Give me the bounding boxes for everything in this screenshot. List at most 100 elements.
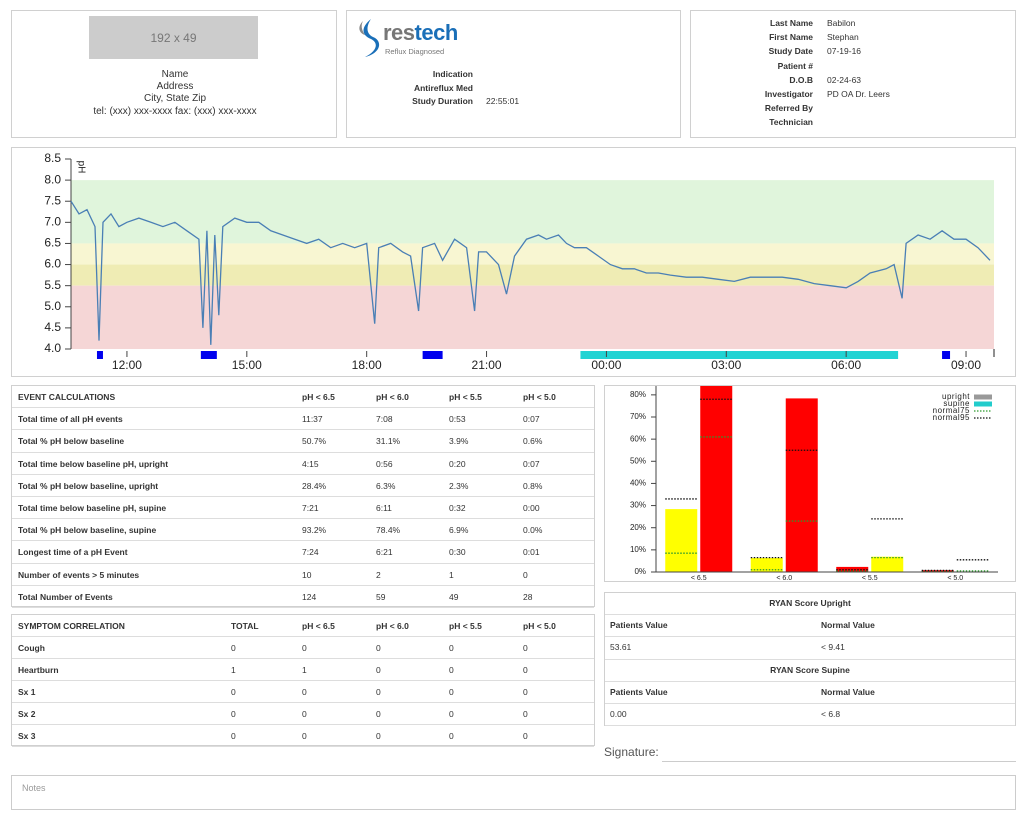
y-tick-label: 6.0 — [44, 257, 61, 271]
y-tick-label: 6.5 — [44, 236, 61, 250]
ph-chart-panel: 4.0 4.5 5.0 5.5 6.0 6.5 7.0 7.5 8.0 8.5 pH 12:00 15:… — [11, 147, 1016, 377]
table-cell: 0 — [231, 709, 236, 719]
address-line: Address — [156, 81, 194, 93]
notes-box[interactable]: Notes — [11, 775, 1016, 810]
table-cell: Longest time of a pH Event — [18, 547, 128, 558]
x-tick-label: 09:00 — [951, 358, 981, 372]
field-label: Study Date — [768, 46, 813, 57]
signature-line[interactable] — [662, 761, 1016, 762]
table-row: Total time below baseline pH, supine 7:21… — [12, 497, 594, 520]
field-label: Study Duration — [412, 96, 473, 106]
field-label: Indication — [432, 69, 473, 79]
table-cell: 0 — [302, 731, 307, 741]
table-cell: Sx 3 — [18, 731, 36, 741]
y-tick-label: 0% — [634, 567, 646, 576]
field-label: Patient # — [777, 60, 813, 71]
ph-band — [71, 285, 994, 349]
table-cell: 0 — [449, 687, 454, 697]
table-cell: 0 — [449, 731, 454, 741]
logo-part: res — [383, 20, 415, 45]
table-cell: Patients Value — [610, 686, 668, 697]
table-cell: 0 — [523, 665, 528, 675]
table-cell: 0:01 — [523, 547, 540, 558]
table-row: Patients Value Normal Value — [605, 682, 1015, 704]
table-cell: 0:07 — [523, 414, 540, 425]
x-tick-label: 00:00 — [591, 358, 621, 372]
table-cell: 2.3% — [449, 480, 469, 491]
table-cell: 4:15 — [302, 458, 319, 469]
table-cell: Total time below baseline pH, supine — [18, 503, 167, 514]
table-cell: 0 — [231, 731, 236, 741]
table-cell: Cough — [18, 643, 45, 653]
table-row: Total % pH below baseline, upright 28.4% 6… — [12, 475, 594, 497]
signature-label: Signature: — [604, 745, 659, 759]
table-cell: Total % pH below baseline, upright — [18, 480, 159, 491]
table-cell: pH < 5.0 — [523, 392, 556, 403]
y-axis-label: pH — [75, 161, 86, 174]
table-cell: 3.9% — [449, 436, 469, 447]
table-cell: 0 — [376, 731, 381, 741]
table-cell: 93.2% — [302, 525, 327, 536]
bar-chart-panel: 0% 10% 20% 30% 40% 50% 60% 70% 80% < 6.5 < 6.0 < 5.… — [604, 385, 1016, 582]
table-row: Heartburn 1 1 0 0 0 — [12, 659, 594, 681]
table-cell: 0 — [302, 709, 307, 719]
y-tick-label: 40% — [630, 479, 646, 488]
table-cell: 28 — [523, 591, 533, 602]
table-cell: 78.4% — [376, 525, 401, 536]
table-cell: 0:30 — [449, 547, 466, 558]
address-line: tel: (xxx) xxx-xxxx fax: (xxx) xxx-xxxx — [93, 105, 257, 117]
ph-band — [71, 264, 994, 286]
table-cell: 59 — [376, 591, 386, 602]
table-cell: 0 — [523, 643, 528, 653]
position-segment — [200, 351, 217, 359]
table-cell: 124 — [302, 591, 317, 602]
table-cell: 0:53 — [449, 414, 466, 425]
table-cell: 0:32 — [449, 503, 466, 514]
table-cell: 1 — [302, 665, 307, 675]
field-label: D.O.B — [789, 74, 813, 85]
table-cell: 0:20 — [449, 458, 466, 469]
table-cell: 0 — [376, 687, 381, 697]
clinic-panel: 192 x 49 Name Address City, State Zip tel: (… — [11, 10, 337, 138]
table-cell: 0 — [449, 665, 454, 675]
study-panel: restech Reflux Diagnosed Indication Antiref… — [346, 10, 681, 138]
position-segment — [942, 351, 951, 359]
field-value: 07-19-16 — [827, 46, 862, 57]
position-segment — [96, 351, 103, 359]
table-cell: RYAN Score Upright — [769, 598, 851, 608]
y-tick-label: 60% — [630, 434, 646, 443]
table-cell: 0 — [302, 643, 307, 653]
ryan-title: RYAN Score Upright — [605, 593, 1015, 616]
table-row: Sx 2 0 0 0 0 0 — [12, 703, 594, 725]
table-row: Sx 1 0 0 0 0 0 — [12, 681, 594, 703]
table-cell: pH < 6.0 — [376, 621, 409, 631]
field-value: PD OA Dr. Leers — [827, 89, 890, 99]
patient-panel: Last Name Babilon First Name Stephan Study D… — [690, 10, 1016, 138]
table-cell: 6:11 — [376, 503, 392, 514]
field-label: Last Name — [770, 18, 813, 28]
table-row: Patients Value Normal Value — [605, 615, 1015, 638]
table-header: EVENT CALCULATIONS pH < 6.5 pH < 6.0 pH < 5… — [12, 386, 594, 409]
ph-band — [71, 180, 994, 244]
table-cell: 0:56 — [376, 458, 393, 469]
y-tick-label: 7.0 — [44, 215, 61, 229]
legend-label: supine — [943, 399, 970, 408]
table-cell: 7:21 — [302, 503, 319, 514]
table-cell: TOTAL — [231, 621, 259, 631]
logo-part: tech — [414, 20, 459, 45]
logo-placeholder: 192 x 49 — [89, 16, 258, 59]
table-cell: Patients Value — [610, 620, 668, 631]
table-cell: 0 — [523, 569, 528, 580]
field-label: Antireflux Med — [413, 82, 473, 93]
table-cell: 6.3% — [376, 480, 396, 491]
event-table: EVENT CALCULATIONS pH < 6.5 pH < 6.0 pH < 5… — [11, 385, 595, 608]
field-value: 22:55:01 — [486, 96, 520, 106]
field-label: Technician — [769, 117, 813, 128]
y-tick-label: 5.5 — [44, 278, 61, 292]
bar — [700, 386, 733, 572]
table-cell: pH < 5.0 — [523, 621, 556, 631]
table-cell: < 9.41 — [821, 642, 845, 653]
x-tick-label: 06:00 — [831, 358, 861, 372]
x-tick-label: 15:00 — [232, 358, 262, 372]
